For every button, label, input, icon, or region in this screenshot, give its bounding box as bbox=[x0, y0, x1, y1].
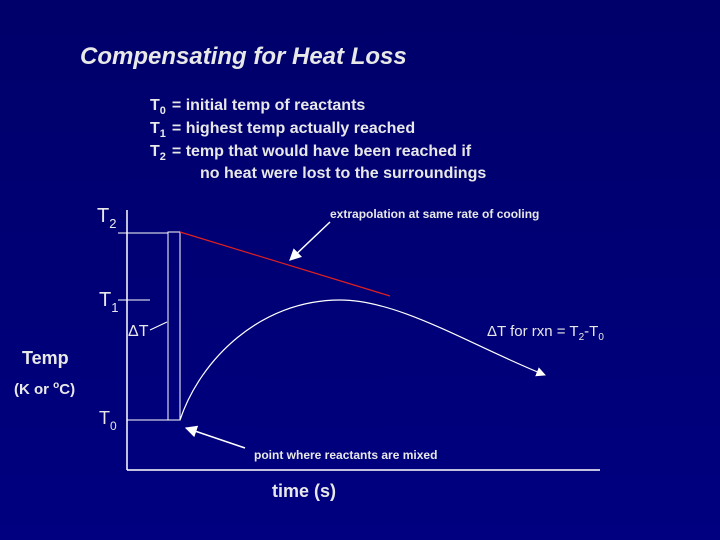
delta-t-pointer bbox=[149, 321, 168, 331]
subscript: 2 bbox=[579, 332, 585, 343]
symbol: T bbox=[97, 205, 109, 227]
mixing-label: point where reactants are mixed bbox=[254, 448, 437, 462]
y-axis-label: Temp bbox=[22, 348, 69, 368]
subscript: 0 bbox=[110, 419, 117, 433]
definition: T0 = initial temp of reactants bbox=[150, 97, 365, 117]
level-label: T1 bbox=[99, 289, 118, 315]
arrow bbox=[184, 425, 246, 449]
title: Compensating for Heat Loss bbox=[80, 43, 407, 70]
y-axis-unit: (K or oC) bbox=[14, 380, 75, 398]
level-label: T0 bbox=[99, 408, 117, 433]
definition: T1 = highest temp actually reached bbox=[150, 120, 415, 140]
definition-continuation: no heat were lost to the surroundings bbox=[200, 165, 486, 182]
subscript: 1 bbox=[111, 300, 118, 315]
symbol: T bbox=[150, 120, 160, 137]
unit-open: (K or bbox=[14, 381, 53, 398]
symbol: T bbox=[150, 143, 160, 160]
extrapolation-line bbox=[179, 231, 391, 297]
unit-sup: o bbox=[53, 380, 59, 391]
middle: -T bbox=[584, 323, 598, 340]
symbol: T bbox=[99, 408, 110, 428]
extrapolation-label: extrapolation at same rate of cooling bbox=[330, 207, 539, 221]
prefix: ΔT for rxn = T bbox=[487, 323, 579, 340]
definition: T2 = temp that would have been reached if bbox=[150, 143, 472, 163]
arrow bbox=[289, 221, 331, 261]
subscript: 2 bbox=[109, 216, 116, 231]
definition-text: = highest temp actually reached bbox=[172, 120, 415, 137]
delta-t-label: ΔT bbox=[128, 323, 149, 340]
mixing-bar bbox=[167, 231, 181, 421]
subscript: 0 bbox=[160, 105, 166, 117]
temperature-curve bbox=[179, 299, 546, 421]
delta-rxn-label: ΔT for rxn = T2-T0 bbox=[487, 323, 604, 343]
unit-close: C) bbox=[59, 381, 75, 398]
symbol: T bbox=[150, 97, 160, 114]
definition-text: = temp that would have been reached if bbox=[172, 143, 472, 160]
subscript: 1 bbox=[160, 128, 166, 140]
definition-text: = initial temp of reactants bbox=[172, 97, 365, 114]
level-label: T2 bbox=[97, 205, 116, 231]
subscript: 2 bbox=[160, 151, 166, 163]
symbol: T bbox=[99, 289, 111, 311]
definitions: T0 = initial temp of reactants T1 = highes… bbox=[150, 97, 486, 182]
x-axis-label: time (s) bbox=[272, 481, 336, 501]
subscript: 0 bbox=[598, 332, 604, 343]
